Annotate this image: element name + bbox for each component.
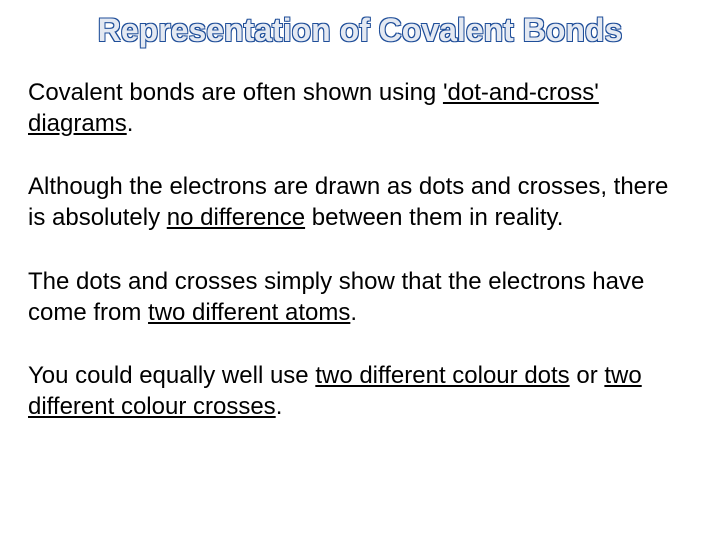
text-run: . [276, 393, 283, 420]
paragraph: The dots and crosses simply show that th… [28, 266, 692, 328]
underlined-text: two different colour dots [315, 362, 569, 389]
paragraph: Covalent bonds are often shown using 'do… [28, 77, 692, 139]
text-run: . [350, 299, 357, 326]
underlined-text: no difference [167, 204, 305, 231]
text-run: You could equally well use [28, 362, 315, 389]
paragraph: Although the electrons are drawn as dots… [28, 171, 692, 233]
slide-title: Representation of Covalent Bonds [28, 12, 692, 49]
slide-body: Covalent bonds are often shown using 'do… [28, 77, 692, 423]
text-run: Covalent bonds are often shown using [28, 79, 443, 106]
text-run: or [570, 362, 605, 389]
underlined-text: two different atoms [148, 299, 350, 326]
text-run: . [127, 110, 134, 137]
text-run: between them in reality. [305, 204, 563, 231]
paragraph: You could equally well use two different… [28, 360, 692, 422]
